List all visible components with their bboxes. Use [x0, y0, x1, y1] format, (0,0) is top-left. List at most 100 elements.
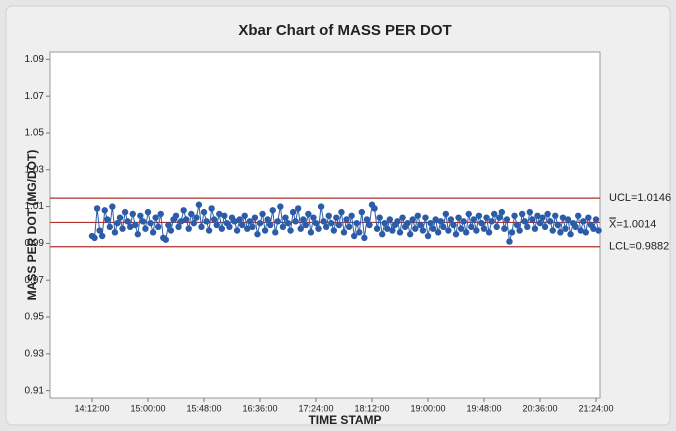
data-point — [116, 214, 124, 221]
data-point — [198, 223, 205, 231]
data-point — [406, 231, 414, 238]
data-point — [381, 219, 388, 227]
data-point — [378, 231, 386, 238]
x-tick-label: 19:00:00 — [410, 403, 445, 413]
data-point — [526, 208, 534, 216]
data-point — [139, 218, 147, 225]
data-point — [427, 219, 434, 227]
data-point — [432, 216, 439, 223]
data-point — [302, 221, 310, 229]
data-point — [330, 227, 338, 234]
data-point — [259, 210, 266, 218]
data-point — [177, 218, 185, 225]
data-point — [289, 208, 297, 216]
data-point — [152, 214, 159, 221]
data-point — [132, 221, 139, 229]
data-point — [511, 212, 518, 219]
data-point — [585, 214, 592, 221]
data-point — [358, 208, 366, 216]
data-point — [419, 227, 427, 234]
data-point — [185, 225, 192, 232]
data-point — [470, 216, 478, 223]
data-point — [216, 210, 223, 218]
y-axis-title: MASS PER DOT (MG/DOT) — [25, 150, 39, 301]
data-point — [305, 210, 312, 218]
data-point — [506, 238, 513, 245]
data-point — [93, 205, 101, 212]
data-point — [203, 218, 210, 225]
data-point — [195, 201, 203, 208]
data-point — [521, 218, 528, 225]
data-point — [193, 214, 200, 221]
y-tick-label: 0.99 — [25, 238, 45, 249]
data-point — [488, 218, 495, 225]
data-point — [580, 218, 587, 225]
data-point — [549, 227, 556, 234]
data-point — [524, 223, 531, 231]
data-point — [546, 218, 554, 225]
data-point — [572, 223, 579, 231]
data-point — [249, 223, 256, 231]
x-tick-label: 15:48:00 — [186, 403, 221, 413]
data-point — [557, 229, 564, 236]
data-point — [534, 212, 541, 219]
data-point — [373, 225, 381, 232]
data-point — [468, 223, 475, 231]
y-tick-label: 0.91 — [25, 385, 45, 396]
data-point — [480, 225, 488, 232]
data-point — [134, 231, 142, 238]
data-point — [363, 216, 371, 223]
data-point — [277, 203, 284, 210]
data-point — [175, 223, 182, 231]
control-limit-label: LCL=0.9882 — [609, 241, 669, 253]
data-point — [582, 229, 590, 236]
data-point — [149, 229, 157, 236]
data-point — [137, 212, 144, 219]
y-tick-label: 0.93 — [25, 348, 45, 359]
data-point — [315, 225, 322, 232]
data-point — [300, 216, 307, 223]
data-point — [389, 227, 396, 234]
data-point — [162, 236, 170, 243]
data-point — [422, 214, 429, 221]
data-point — [124, 218, 131, 225]
data-point — [221, 212, 228, 219]
data-point — [182, 216, 190, 223]
data-point — [386, 216, 394, 223]
data-point — [266, 221, 274, 229]
data-point — [434, 229, 442, 236]
data-point — [165, 221, 172, 229]
data-point — [279, 223, 287, 231]
data-point — [564, 216, 572, 223]
data-point — [310, 214, 317, 221]
data-point — [213, 221, 220, 229]
data-point — [317, 203, 325, 210]
data-point — [417, 221, 424, 229]
data-point — [297, 225, 304, 232]
data-point — [465, 210, 472, 218]
data-point — [496, 214, 503, 221]
y-tick-label: 1.01 — [25, 201, 45, 212]
data-point — [345, 223, 353, 231]
x-tick-label: 14:12:00 — [74, 403, 109, 413]
data-point — [109, 203, 116, 210]
data-point — [485, 229, 493, 236]
data-point — [284, 219, 292, 227]
data-point — [101, 207, 108, 214]
data-point — [478, 219, 485, 227]
data-point — [287, 227, 294, 234]
data-point — [325, 212, 332, 219]
data-point — [414, 212, 422, 219]
data-point — [356, 229, 363, 236]
data-point — [264, 216, 271, 223]
chart-title: Xbar Chart of MASS PER DOT — [238, 22, 451, 39]
data-point — [111, 229, 119, 236]
data-point — [539, 214, 546, 221]
data-point — [462, 229, 470, 236]
data-point — [376, 214, 383, 221]
data-point — [157, 210, 164, 218]
data-point — [210, 216, 218, 223]
data-point — [348, 212, 355, 219]
data-point — [180, 207, 187, 214]
